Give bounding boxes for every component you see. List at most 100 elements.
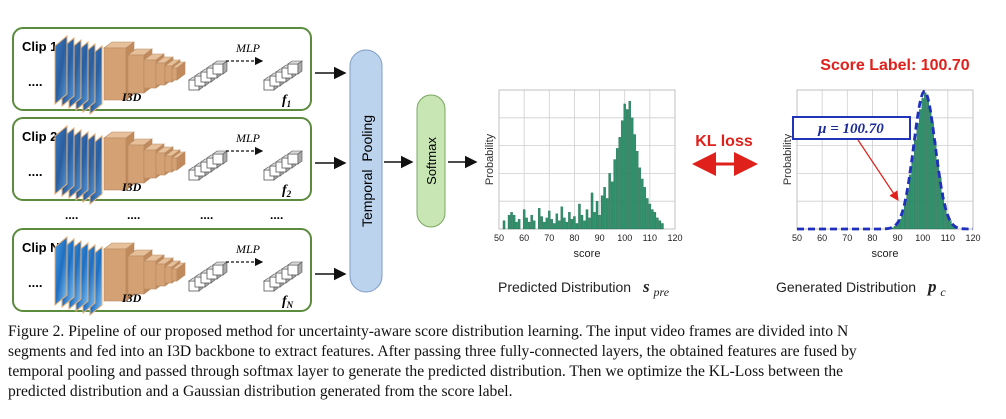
bar — [590, 192, 594, 230]
feature-stack-icon — [188, 150, 228, 181]
y-axis-label: Probability — [484, 133, 496, 185]
bar — [623, 103, 626, 230]
bar — [893, 226, 897, 230]
kl-loss-label: KL loss — [695, 133, 753, 150]
clip-row-3: Clip N.... I3D MLP fN — [12, 228, 347, 317]
x-tick-label: 90 — [595, 233, 605, 243]
bar — [517, 219, 521, 230]
bar — [613, 159, 616, 230]
bar — [560, 206, 564, 230]
bar — [603, 187, 606, 230]
clip-row-1: Clip 1.... I3D MLP f1 — [12, 27, 347, 116]
softmax-label: Softmax — [424, 137, 439, 185]
x-tick-label: 90 — [893, 233, 903, 243]
bar — [527, 221, 531, 230]
bar — [628, 100, 631, 230]
temporal-pooling-block: Temporal Pooling — [349, 49, 383, 293]
clip-label: Clip 2 — [22, 129, 57, 144]
bar — [588, 217, 591, 230]
bar — [585, 209, 589, 230]
bar — [656, 217, 659, 230]
bar — [898, 219, 902, 230]
bar — [949, 220, 952, 230]
bar — [512, 214, 516, 230]
ellipsis-row-4: .... — [270, 208, 283, 222]
x-tick-label: 60 — [817, 233, 827, 243]
bar — [620, 120, 624, 230]
bar — [580, 214, 584, 230]
bar — [653, 212, 657, 230]
feature-stack-icon — [188, 60, 228, 91]
bar — [568, 212, 571, 230]
y-axis-label: Probability — [782, 133, 794, 185]
x-tick-label: 100 — [617, 233, 632, 243]
bar — [543, 221, 546, 230]
mu-label: μ = 100.70 — [817, 121, 884, 137]
caption-line-4: predicted distribution and a Gaussian di… — [8, 383, 513, 400]
x-tick-label: 120 — [667, 233, 682, 243]
bar — [924, 92, 927, 230]
i3d-backbone-icon — [103, 41, 186, 101]
chart-frame — [498, 89, 676, 230]
bar — [605, 198, 609, 230]
predicted-distribution-chart: 50 60 70 80 90 100 110 120 score Probability — [484, 89, 683, 260]
mlp-label: MLP — [235, 242, 261, 256]
score-label-title: Score Label: 100.70 — [820, 57, 970, 74]
x-tick-label: 110 — [643, 233, 657, 243]
x-tick-label: 80 — [867, 233, 877, 243]
x-tick-label: 70 — [544, 233, 554, 243]
mlp-label: MLP — [235, 41, 261, 55]
chart-grid — [498, 89, 676, 230]
bar — [550, 219, 554, 230]
bar — [618, 137, 621, 230]
bar — [646, 198, 649, 230]
x-tick-label: 50 — [494, 233, 504, 243]
bar — [573, 216, 576, 230]
bar — [538, 207, 541, 230]
video-frames-icon — [54, 124, 103, 206]
bar — [638, 167, 642, 230]
bar — [921, 98, 924, 230]
bar — [626, 109, 629, 230]
bar — [565, 221, 569, 230]
i3d-backbone-icon — [103, 242, 186, 302]
bar — [578, 203, 581, 230]
bar — [507, 214, 511, 230]
chart-frame — [796, 89, 974, 230]
x-tick-label: 120 — [965, 233, 980, 243]
bar — [631, 117, 634, 230]
x-axis-label: score — [872, 248, 899, 260]
bar — [926, 96, 929, 230]
bar — [636, 151, 639, 230]
x-tick-label: 100 — [915, 233, 930, 243]
bar — [651, 209, 654, 230]
clip-dots: .... — [28, 74, 42, 89]
bar — [553, 223, 556, 230]
clip-dots: .... — [28, 275, 42, 290]
i3d-label: I3D — [121, 180, 142, 194]
caption-line-2: segments and fed into an I3D backbone to… — [8, 343, 857, 360]
bar — [540, 216, 543, 230]
i3d-label: I3D — [121, 90, 142, 104]
x-tick-label: 80 — [569, 233, 579, 243]
bar — [525, 217, 528, 230]
bar — [641, 178, 644, 230]
gaussian-curve — [797, 89, 973, 231]
bar — [658, 220, 662, 230]
mlp-feature-stack-icon — [263, 60, 303, 91]
generated-distribution-chart: 50 60 70 80 90 100 110 120 score Probability — [782, 89, 981, 260]
caption-line-3: temporal pooling and passed through soft… — [8, 363, 844, 380]
feature-label: f1 — [282, 93, 291, 109]
video-frames-icon — [54, 34, 103, 116]
i3d-label: I3D — [121, 291, 142, 305]
bar — [595, 201, 599, 230]
bar — [570, 219, 574, 230]
bar — [555, 213, 559, 230]
feature-label: fN — [282, 294, 294, 310]
ellipsis-row-2: .... — [127, 208, 140, 222]
ellipsis-row-3: .... — [200, 208, 213, 222]
bar — [661, 223, 664, 230]
bar — [593, 212, 596, 230]
bar — [610, 181, 614, 230]
bar — [522, 209, 526, 230]
